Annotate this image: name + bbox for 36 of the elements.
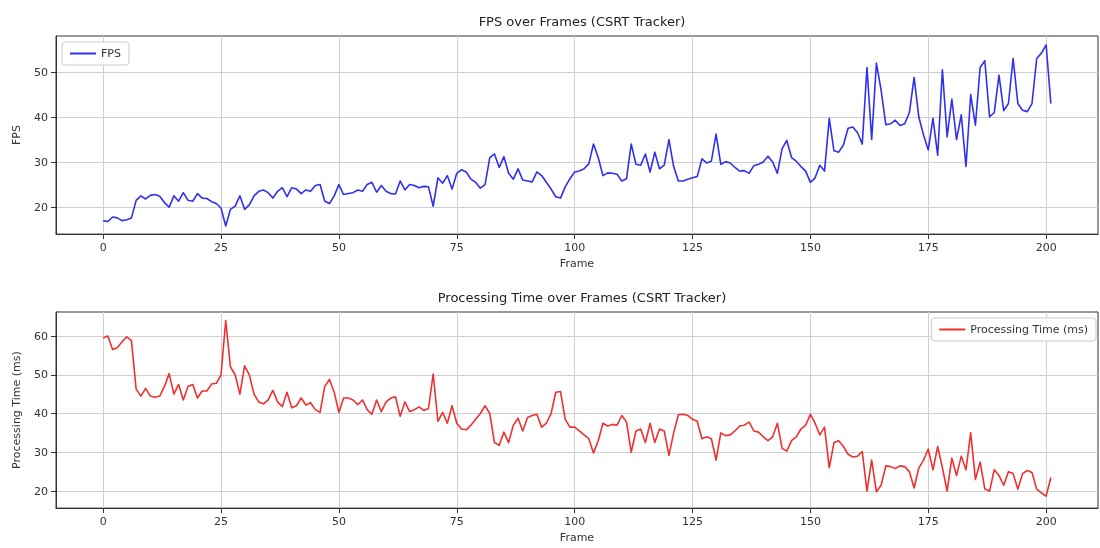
x-axis-title: Frame xyxy=(559,257,595,270)
x-tick-label: 150 xyxy=(799,515,821,529)
x-tick-label: 50 xyxy=(331,241,346,255)
y-tick-label: 50 xyxy=(34,368,48,382)
x-tick-label: 125 xyxy=(682,241,704,255)
x-tick-label: 75 xyxy=(449,515,464,529)
x-tick-label: 200 xyxy=(1035,241,1057,255)
x-tick-label: 175 xyxy=(917,515,939,529)
y-tick-label: 30 xyxy=(34,155,48,169)
y-tick-label: 20 xyxy=(34,200,48,214)
x-tick-label: 125 xyxy=(682,515,704,529)
x-tick-label: 0 xyxy=(99,241,107,255)
y-tick-label: 30 xyxy=(34,445,48,459)
line-series xyxy=(102,44,1052,227)
y-tick-label: 20 xyxy=(34,484,48,498)
y-tick-label: 50 xyxy=(34,65,48,79)
x-tick-label: 150 xyxy=(799,241,821,255)
legend-label: Processing Time (ms) xyxy=(970,323,1089,336)
chart-title: FPS over Frames (CSRT Tracker) xyxy=(478,14,686,29)
x-tick-label: 100 xyxy=(564,515,586,529)
x-tick-label: 50 xyxy=(331,515,346,529)
x-tick-label: 100 xyxy=(564,241,586,255)
x-tick-label: 175 xyxy=(917,241,939,255)
y-axis-title: Processing Time (ms) xyxy=(10,351,23,469)
y-tick-label: 40 xyxy=(34,407,48,421)
y-axis-title: FPS xyxy=(10,125,23,146)
x-tick-label: 0 xyxy=(99,515,107,529)
x-tick-label: 25 xyxy=(214,515,229,529)
chart-title: Processing Time over Frames (CSRT Tracker) xyxy=(437,290,727,305)
legend-label: FPS xyxy=(101,47,121,60)
x-tick-label: 200 xyxy=(1035,515,1057,529)
x-tick-label: 25 xyxy=(214,241,229,255)
y-tick-label: 60 xyxy=(34,329,48,343)
x-axis-title: Frame xyxy=(559,531,595,544)
x-tick-label: 75 xyxy=(449,241,464,255)
y-tick-label: 40 xyxy=(34,110,48,124)
